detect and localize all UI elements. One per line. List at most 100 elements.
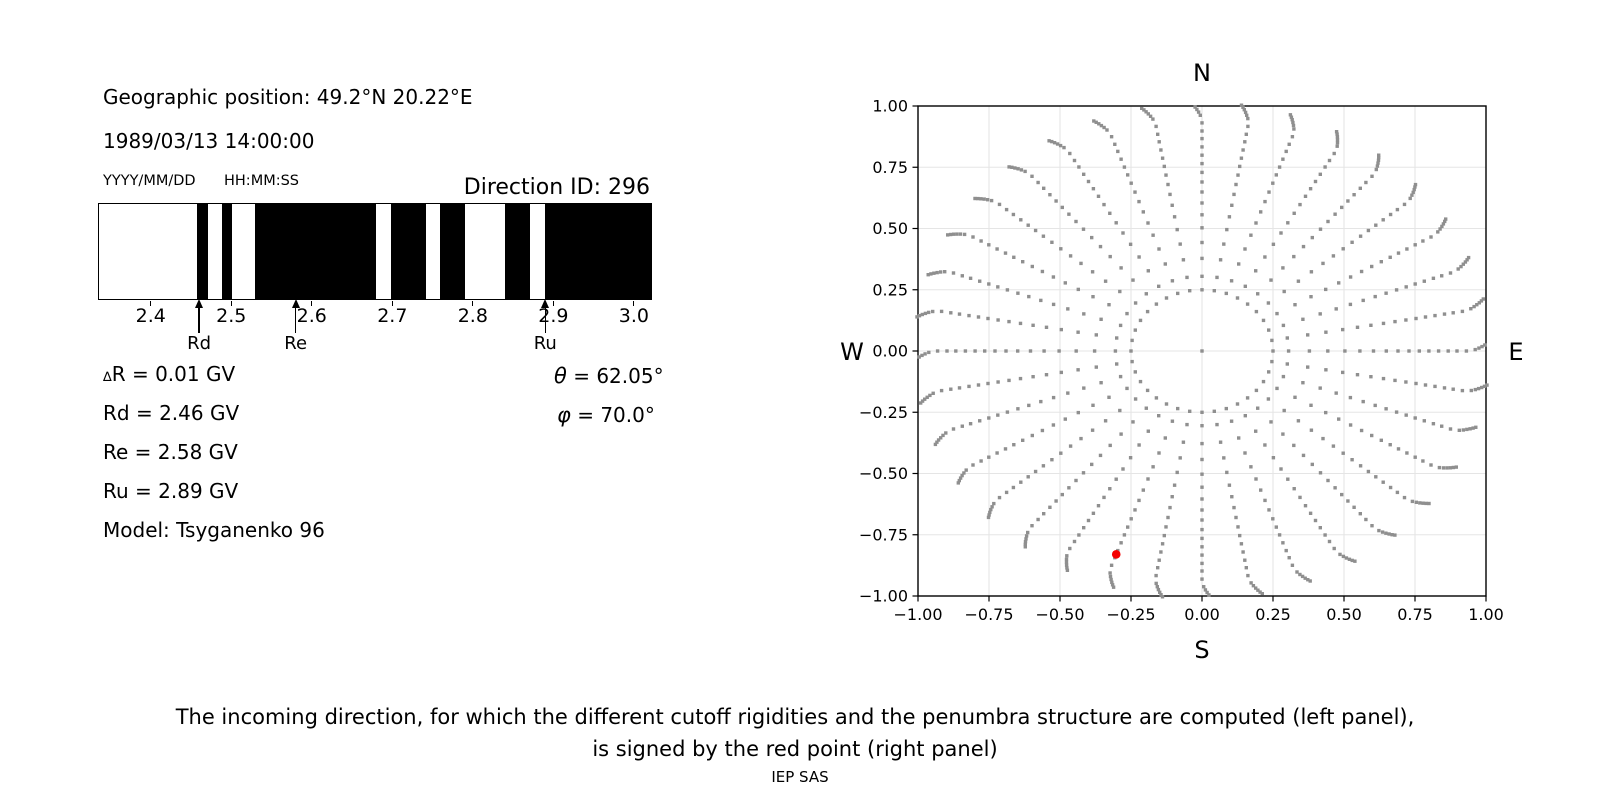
- direction-dot: [1460, 309, 1465, 314]
- direction-dot: [1243, 284, 1247, 288]
- direction-dot: [1286, 477, 1290, 481]
- direction-dot: [939, 309, 944, 314]
- direction-dot: [1366, 469, 1371, 474]
- direction-dot: [1334, 307, 1338, 311]
- direction-dot: [1331, 444, 1336, 448]
- direction-dot: [1200, 145, 1204, 149]
- direction-dot: [1048, 505, 1052, 509]
- direction-dot: [1364, 517, 1368, 522]
- penumbra-tick-label: 2.9: [538, 305, 569, 327]
- direction-dot: [1021, 438, 1025, 442]
- direction-dot: [1284, 149, 1288, 154]
- direction-scatter-plot: −1.00 −0.75 −0.50 −0.25 0.00 0.25 0.50 0.75 1.00…: [840, 59, 1523, 664]
- direction-dot: [948, 232, 953, 237]
- direction-dot: [1077, 165, 1081, 169]
- direction-dot: [1076, 287, 1080, 292]
- direction-dot: [1369, 323, 1373, 327]
- direction-dot: [1198, 113, 1202, 117]
- direction-dot: [1461, 262, 1465, 266]
- direction-dot: [1242, 108, 1246, 112]
- direction-dot: [1411, 190, 1415, 195]
- direction-dot: [995, 247, 999, 251]
- direction-dot: [1024, 534, 1029, 538]
- direction-dot: [1366, 228, 1371, 233]
- direction-dot: [1052, 141, 1057, 145]
- direction-dot: [1413, 416, 1417, 420]
- direction-dot: [1154, 302, 1159, 306]
- direction-dot: [1062, 145, 1066, 150]
- direction-dot: [1159, 550, 1163, 554]
- direction-dot: [1148, 114, 1153, 118]
- direction-dot: [1138, 318, 1143, 323]
- direction-dot: [1306, 333, 1310, 337]
- direction-dot: [1156, 132, 1160, 136]
- direction-dot: [1128, 456, 1133, 460]
- direction-dot: [1396, 349, 1400, 353]
- direction-dot: [1338, 552, 1342, 557]
- direction-dot: [1393, 533, 1397, 537]
- direction-dot: [1145, 309, 1150, 314]
- direction-dot: [1350, 558, 1354, 563]
- direction-dot: [1381, 321, 1386, 326]
- direction-dot: [1005, 410, 1010, 414]
- direction-dot: [1059, 451, 1063, 455]
- direction-dot: [1110, 583, 1115, 587]
- direction-dot: [1267, 328, 1271, 332]
- direction-dot: [1232, 505, 1236, 510]
- direction-dot: [1370, 524, 1374, 528]
- direction-dot: [1176, 406, 1180, 411]
- direction-dot: [1215, 275, 1219, 280]
- direction-dot: [1324, 287, 1328, 292]
- direction-dot: [1137, 443, 1141, 447]
- direction-dot: [1044, 325, 1049, 329]
- direction-dot: [1371, 349, 1376, 353]
- direction-dot: [1243, 247, 1247, 251]
- direction-dot: [1341, 451, 1345, 455]
- direction-dot: [1323, 165, 1327, 169]
- direction-dot: [1005, 288, 1010, 292]
- direction-dot: [1118, 374, 1123, 379]
- direction-dot: [1230, 495, 1234, 499]
- direction-dot: [1239, 156, 1244, 160]
- direction-dot: [1091, 403, 1095, 407]
- rd-value: Rd = 2.46 GV: [103, 401, 240, 425]
- direction-dot: [1236, 173, 1240, 177]
- direction-dot: [1404, 285, 1408, 289]
- direction-dot: [939, 270, 943, 274]
- direction-dot: [1090, 270, 1095, 274]
- direction-dot: [1379, 438, 1383, 442]
- direction-dot: [1326, 349, 1330, 353]
- direction-dot: [1254, 429, 1258, 433]
- direction-dot: [1414, 381, 1418, 386]
- direction-dot: [992, 501, 996, 506]
- direction-dot: [1480, 385, 1484, 390]
- direction-dot: [1133, 370, 1137, 374]
- direction-dot: [1303, 504, 1308, 508]
- direction-dot: [1200, 121, 1204, 125]
- direction-dot: [971, 235, 975, 239]
- direction-dot: [1050, 458, 1054, 462]
- direction-dot: [933, 442, 938, 447]
- direction-dot: [1309, 403, 1313, 407]
- direction-dot: [1332, 546, 1336, 551]
- direction-dot: [1160, 595, 1165, 599]
- direction-dot: [1091, 511, 1096, 515]
- direction-dot: [1092, 349, 1097, 353]
- direction-dot: [1313, 179, 1318, 184]
- y-tick-label: 1.00: [872, 97, 908, 116]
- cutoff-arrow-stem: [544, 307, 546, 333]
- direction-dot: [1479, 299, 1484, 303]
- direction-dot: [1375, 164, 1380, 168]
- direction-dot: [954, 349, 958, 353]
- direction-dot: [920, 399, 925, 403]
- direction-dot: [1059, 327, 1063, 332]
- direction-dot: [1066, 391, 1070, 395]
- direction-dot: [1140, 106, 1144, 110]
- direction-dot: [957, 478, 961, 483]
- direction-dot: [1076, 330, 1080, 334]
- direction-dot: [1200, 527, 1204, 532]
- direction-dot: [1267, 370, 1271, 374]
- x-tick-label: 0.00: [1184, 605, 1220, 624]
- direction-dot: [917, 314, 922, 318]
- direction-dot: [1081, 227, 1086, 231]
